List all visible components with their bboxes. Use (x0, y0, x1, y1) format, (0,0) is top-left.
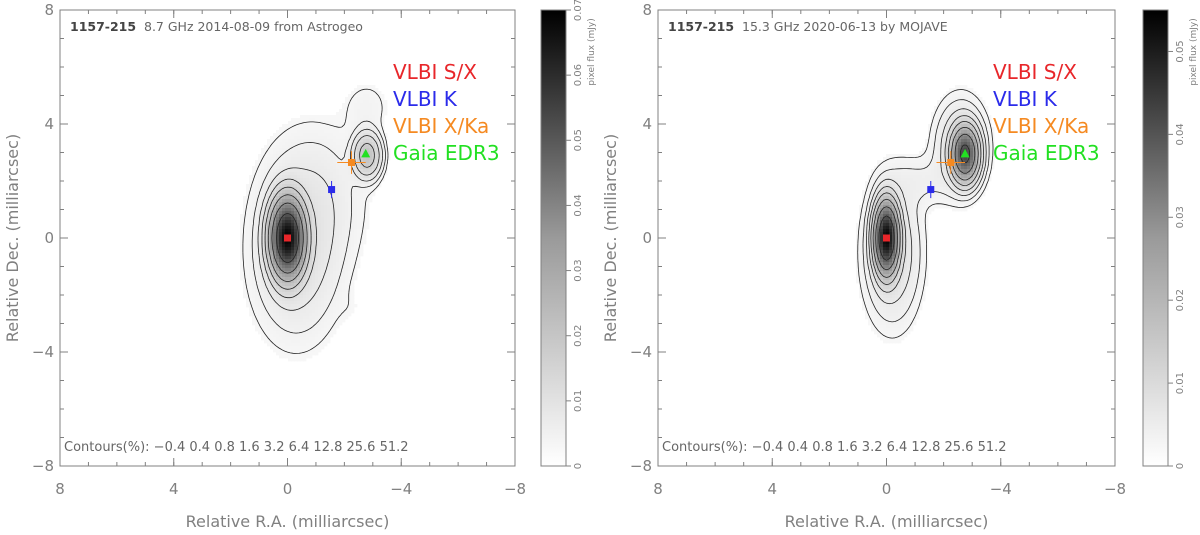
y-tick-label: −8 (630, 457, 652, 475)
marker-1 (284, 234, 291, 242)
legend-entry: VLBI K (993, 87, 1058, 111)
colorbar-tick-label: 0.07 (573, 0, 584, 21)
chart-source-name: 1157-215 (70, 19, 136, 34)
contour-level-7 (271, 202, 304, 274)
colorbar: 0 0.01 0.02 0.03 0.04 0.05 pixel flux (mJy) (1142, 9, 1199, 469)
marker-1 (883, 234, 890, 242)
contours-caption: Contours(%): −0.4 0.4 0.8 1.6 3.2 6.4 12… (662, 440, 1007, 455)
contour-level-3 (866, 108, 987, 305)
ticks (59, 9, 516, 467)
contour-level-8 (878, 144, 970, 261)
intensity-image (856, 85, 995, 344)
colorbar-tick-label: 0 (573, 463, 584, 469)
contours (242, 88, 389, 354)
x-tick-label: −8 (504, 480, 526, 498)
y-tick-label: 0 (642, 229, 652, 247)
x-axis-label: Relative R.A. (milliarcsec) (785, 512, 989, 531)
marker-2 (328, 186, 336, 194)
contours (857, 89, 994, 339)
contour-level-4 (261, 135, 380, 299)
y-axis-label: Relative Dec. (milliarcsec) (3, 134, 22, 342)
contour-level-1 (857, 89, 994, 339)
legend-entry: VLBI X/Ka (993, 114, 1089, 138)
x-tick-label: 4 (767, 480, 777, 498)
marker-4 (960, 148, 970, 158)
colorbar-tick-label: 0.04 (1175, 123, 1186, 145)
contour-level-8 (276, 213, 299, 264)
contour-level-7 (875, 133, 976, 271)
contour-level-2 (251, 120, 386, 334)
y-tick-label: 8 (642, 1, 652, 19)
marker-3 (347, 158, 355, 166)
colorbar-tick-label: 0.05 (1175, 40, 1186, 62)
colorbar-tick-label: 0.02 (573, 325, 584, 347)
marker-2 (927, 186, 935, 194)
x-tick-label: 8 (653, 480, 663, 498)
legend: VLBI S/X VLBI K VLBI X/Ka Gaia EDR3 (393, 60, 500, 165)
y-tick-label: −4 (630, 343, 652, 361)
marker-4 (361, 148, 371, 158)
legend: VLBI S/X VLBI K VLBI X/Ka Gaia EDR3 (993, 60, 1100, 165)
contour-level-5 (264, 143, 375, 290)
colorbar-tick-label: 0.03 (1175, 206, 1186, 228)
colorbar-label: pixel flux (mJy) (587, 18, 597, 86)
ticks (657, 9, 1116, 467)
legend-entry: VLBI S/X (393, 60, 477, 84)
colorbar-tick-label: 0.01 (1175, 372, 1186, 394)
x-tick-label: 4 (169, 480, 179, 498)
legend-entry: VLBI X/Ka (393, 114, 489, 138)
colorbar-tick-label: 0.04 (573, 194, 584, 216)
x-tick-label: −8 (1104, 480, 1126, 498)
colorbar-tick-label: 0.06 (573, 64, 584, 86)
chart-source-name: 1157-215 (668, 19, 734, 34)
legend-entry: VLBI S/X (993, 60, 1077, 84)
y-tick-label: −8 (32, 457, 54, 475)
colorbar-gradient (1142, 9, 1169, 467)
x-axis-label: Relative R.A. (milliarcsec) (186, 512, 390, 531)
colorbar-tick-label: 0.03 (573, 259, 584, 281)
y-tick-label: 0 (44, 229, 54, 247)
x-tick-label: 8 (55, 480, 65, 498)
y-tick-label: 4 (44, 115, 54, 133)
marker-3 (947, 158, 955, 166)
colorbar-tick-label: 0 (1175, 463, 1186, 469)
contour-level-5 (870, 121, 982, 285)
markers (883, 148, 970, 242)
legend-entry: Gaia EDR3 (393, 141, 500, 165)
contour-level-6 (267, 194, 308, 282)
contour-level-1 (242, 88, 389, 354)
y-tick-label: −4 (32, 343, 54, 361)
y-tick-label: 4 (642, 115, 652, 133)
contour-level-3 (257, 128, 383, 311)
x-tick-label: −4 (990, 480, 1012, 498)
colorbar-gradient (540, 9, 567, 467)
contour-level-4 (868, 115, 984, 293)
markers (284, 148, 371, 242)
colorbar-tick-label: 0.05 (573, 129, 584, 151)
legend-entry: VLBI K (393, 87, 458, 111)
y-tick-label: 8 (44, 1, 54, 19)
colorbar-label: pixel flux (mJy) (1189, 18, 1199, 86)
legend-entry: Gaia EDR3 (993, 141, 1100, 165)
colorbar-tick-label: 0.01 (573, 390, 584, 412)
x-tick-label: −4 (390, 480, 412, 498)
chart-subtitle: 15.3 GHz 2020-06-13 by MOJAVE (742, 19, 948, 34)
x-tick-label: 0 (283, 480, 293, 498)
x-tick-label: 0 (882, 480, 892, 498)
y-axis-label: Relative Dec. (milliarcsec) (601, 134, 620, 342)
contour-level-6 (872, 127, 979, 278)
colorbar-tick-label: 0.02 (1175, 289, 1186, 311)
chart-subtitle: 8.7 GHz 2014-08-09 from Astrogeo (144, 19, 363, 34)
contours-caption: Contours(%): −0.4 0.4 0.8 1.6 3.2 6.4 12… (64, 440, 409, 455)
